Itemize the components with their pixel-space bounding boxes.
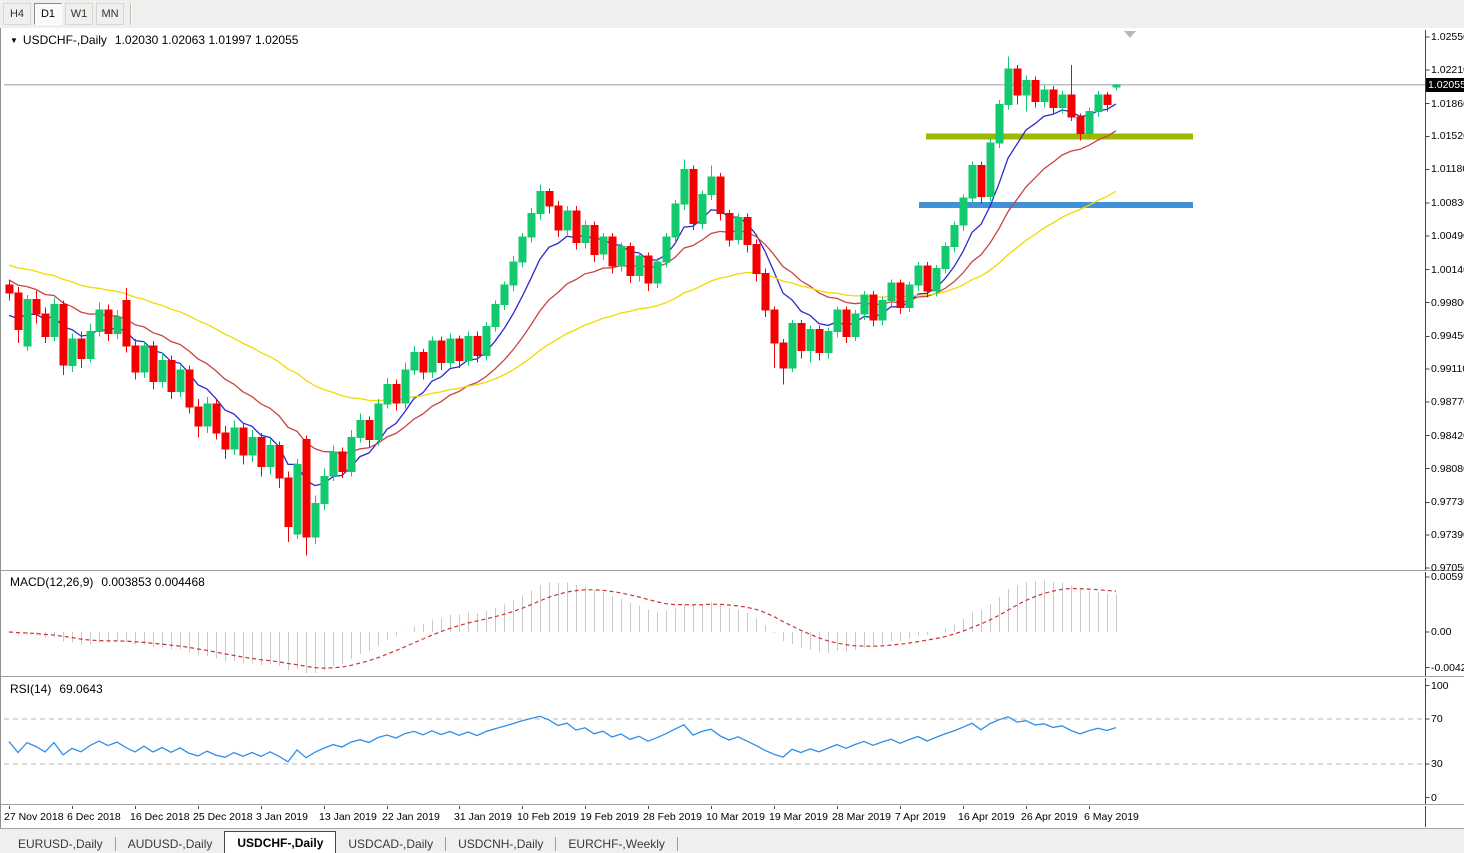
pane-divider[interactable] — [1, 570, 1464, 572]
tab-usdchf-daily[interactable]: USDCHF-,Daily — [224, 831, 337, 853]
date-axis-label: 7 Apr 2019 — [895, 811, 946, 823]
macd-label: MACD(12,26,9) — [10, 575, 94, 589]
tab-eurchf-weekly[interactable]: EURCHF-,Weekly — [568, 837, 665, 851]
chart-ohlc-values: 1.02030 1.02063 1.01997 1.02055 — [114, 33, 299, 47]
pane-divider — [1, 804, 1464, 806]
macd-axis-label: 0.00597 — [1431, 571, 1464, 583]
macd-axis-label: -0.004243 — [1431, 661, 1464, 674]
timeframe-button-d1[interactable]: D1 — [34, 3, 62, 25]
macd-axis-label: 0.00 — [1431, 626, 1452, 638]
slow-ma-line — [8, 190, 1117, 402]
price-chart-svg[interactable] — [1, 28, 1464, 828]
date-axis-label: 19 Mar 2019 — [769, 811, 828, 823]
rsi-indicator-header: RSI(14) 69.0643 — [10, 682, 103, 696]
rsi-label: RSI(14) — [10, 682, 52, 696]
rsi-axis-label: 0 — [1431, 791, 1437, 804]
timeframe-button-mn[interactable]: MN — [96, 3, 124, 25]
chart-title: ▼ USDCHF-,Daily 1.02030 1.02063 1.01997 1.… — [10, 33, 298, 47]
pane-divider[interactable] — [1, 676, 1464, 678]
date-axis-label: 10 Mar 2019 — [706, 811, 765, 823]
chart-tabbar: EURUSD-,Daily AUDUSD-,Daily USDCHF-,Dail… — [0, 828, 1464, 853]
macd-values: 0.003853 0.004468 — [101, 575, 205, 589]
date-axis-label: 16 Dec 2018 — [130, 811, 190, 823]
date-axis-label: 3 Jan 2019 — [256, 811, 308, 823]
rsi-line — [8, 715, 1117, 763]
price-axis-label: 1.01860 — [1431, 97, 1464, 110]
date-axis-label: 10 Feb 2019 — [517, 811, 576, 823]
chart-symbol-period: USDCHF-,Daily — [22, 33, 107, 47]
price-axis-label: 1.02210 — [1431, 63, 1464, 76]
timeframe-button-h4[interactable]: H4 — [3, 3, 31, 25]
rsi-axis-label: 30 — [1431, 758, 1443, 770]
rsi-axis-label: 100 — [1431, 679, 1449, 692]
candles — [5, 56, 1121, 556]
date-axis-label: 19 Feb 2019 — [580, 811, 639, 823]
toolbar-separator — [130, 3, 132, 25]
date-axis-label: 22 Jan 2019 — [382, 811, 440, 823]
macd-histogram — [18, 580, 1117, 673]
price-axis-label: 1.01520 — [1431, 130, 1464, 143]
price-axis-label: 1.00830 — [1431, 197, 1464, 210]
date-axis-label: 27 Nov 2018 — [4, 811, 64, 823]
date-axis-label: 28 Mar 2019 — [832, 811, 891, 823]
date-axis-label: 13 Jan 2019 — [319, 811, 377, 823]
tab-eurusd-daily[interactable]: EURUSD-,Daily — [18, 837, 103, 851]
tab-audusd-daily[interactable]: AUDUSD-,Daily — [127, 837, 213, 851]
chart-shift-icon[interactable] — [1124, 31, 1136, 38]
tab-usdcnh-daily[interactable]: USDCNH-,Daily — [458, 837, 544, 851]
mid-ma-line — [8, 130, 1117, 455]
timeframe-toolbar: H4 D1 W1 MN — [0, 0, 1464, 29]
fast-ma-line — [8, 103, 1117, 487]
rsi-axis-label: 70 — [1431, 713, 1443, 725]
macd-indicator-header: MACD(12,26,9) 0.003853 0.004468 — [10, 575, 205, 589]
date-axis-label: 25 Dec 2018 — [193, 811, 253, 823]
date-axis-label: 6 Dec 2018 — [67, 811, 121, 823]
current-price-badge: 1.02055 — [1426, 77, 1464, 92]
date-axis-label: 28 Feb 2019 — [643, 811, 702, 823]
tab-usdcad-daily[interactable]: USDCAD-,Daily — [348, 837, 434, 851]
macd-signal-line — [8, 587, 1117, 669]
rsi-value: 69.0643 — [59, 682, 103, 696]
chart-area[interactable]: ▼ USDCHF-,Daily 1.02030 1.02063 1.01997 1.… — [0, 28, 1464, 828]
price-axis-label: 1.02550 — [1431, 31, 1464, 43]
date-axis-label: 31 Jan 2019 — [454, 811, 512, 823]
date-axis-label: 6 May 2019 — [1084, 811, 1139, 823]
price-axis-label: 1.01180 — [1431, 163, 1464, 176]
symbol-dropdown-icon[interactable]: ▼ — [10, 36, 18, 45]
timeframe-button-w1[interactable]: W1 — [65, 3, 93, 25]
price-axis-label: 1.00490 — [1431, 229, 1464, 242]
date-axis-label: 26 Apr 2019 — [1021, 811, 1078, 823]
date-axis-label: 16 Apr 2019 — [958, 811, 1015, 823]
